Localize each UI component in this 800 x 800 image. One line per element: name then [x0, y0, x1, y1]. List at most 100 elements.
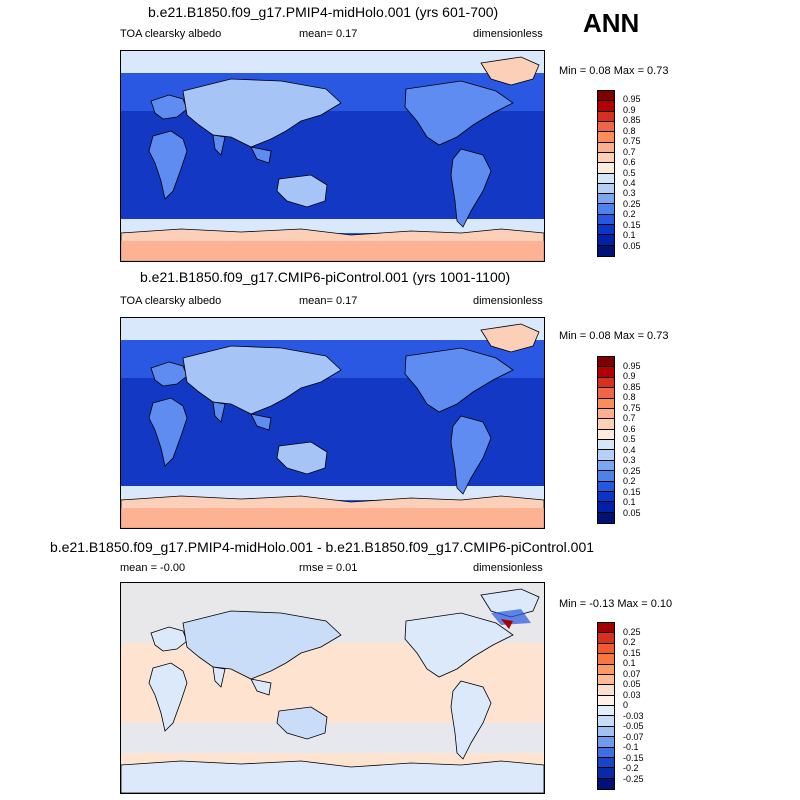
- colorbar-tick-label: 0.3: [623, 455, 636, 465]
- colorbar-swatch: [598, 142, 614, 153]
- colorbar-swatch: [598, 674, 614, 686]
- colorbar-tick-label: 0.6: [623, 157, 636, 168]
- colorbar-tick-label: 0.5: [623, 167, 636, 178]
- colorbar-swatch: [598, 214, 614, 226]
- colorbar-tick-label: 0.2: [623, 637, 636, 647]
- colorbar-tick-label: -0.15: [623, 752, 644, 763]
- antarctic-high-albedo: [121, 241, 544, 261]
- map-plot: [121, 51, 544, 261]
- colorbar-swatch: [598, 502, 614, 513]
- colorbar-swatch: [598, 706, 614, 717]
- colorbar-tick-label: 0.75: [623, 136, 641, 147]
- colorbar-swatch: [598, 152, 614, 164]
- mean-label: mean= 0.17: [299, 295, 358, 307]
- colorbar: [597, 356, 615, 524]
- colorbar-tick-label: 0.25: [623, 198, 641, 209]
- difference-band-south: [121, 695, 544, 715]
- greenland-anomaly: [491, 609, 531, 625]
- asia-landmass: [182, 610, 342, 680]
- colorbar-tick-label: 0.85: [623, 115, 641, 126]
- greenland-landmass: [480, 323, 540, 353]
- panel-title: b.e21.B1850.f09_g17.PMIP4-midHolo.001 - …: [50, 539, 595, 555]
- colorbar-tick-label: 0.95: [623, 94, 641, 105]
- colorbar-swatch: [598, 173, 614, 184]
- colorbar-swatch: [598, 194, 614, 205]
- panel-title: b.e21.B1850.f09_g17.PMIP4-midHolo.001 (y…: [148, 4, 499, 20]
- india-landmass: [212, 134, 226, 156]
- map-plot: [121, 583, 544, 793]
- colorbar-tick-label: 0.15: [623, 486, 641, 497]
- variable-label: TOA clearsky albedo: [120, 28, 222, 40]
- namerica-landmass: [404, 80, 514, 146]
- colorbar-tick-label: -0.25: [623, 773, 644, 784]
- colorbar-swatch: [598, 471, 614, 482]
- southern-sea-ice: [121, 219, 544, 233]
- panel-title: b.e21.B1850.f09_g17.CMIP6-piControl.001 …: [140, 269, 511, 285]
- colorbar-swatch: [598, 737, 614, 748]
- seasia-landmass: [250, 413, 272, 431]
- colorbar-swatch: [598, 512, 614, 523]
- colorbar-swatch: [598, 398, 614, 409]
- colorbar-tick-label: 0.7: [623, 413, 636, 423]
- colorbar-swatch: [598, 163, 614, 174]
- southern-sea-ice: [121, 486, 544, 500]
- colorbar-tick-label: 0.9: [623, 104, 636, 115]
- colorbar-swatch: [598, 245, 614, 256]
- colorbar-tick-label: -0.03: [623, 710, 644, 721]
- colorbar-swatch: [598, 204, 614, 215]
- australia-landmass: [276, 441, 328, 475]
- mean-label: mean = -0.00: [120, 562, 186, 574]
- antarctica-landmass: [121, 760, 544, 793]
- colorbar-swatch: [598, 633, 614, 644]
- seasia-landmass: [250, 678, 272, 696]
- colorbar-swatch: [598, 460, 614, 472]
- colorbar-swatch: [598, 101, 614, 112]
- colorbar-swatch: [598, 623, 614, 634]
- difference-band-north: [121, 651, 544, 665]
- colorbar-tick-label: 0.15: [623, 219, 641, 230]
- minmax-label: Min = 0.08 Max = 0.73: [559, 65, 669, 77]
- colorbar-swatch: [598, 747, 614, 758]
- colorbar-tick-label: 0.4: [623, 177, 636, 188]
- colorbar-tick-label: 0.25: [623, 465, 641, 476]
- colorbar-tick-label: 0.05: [623, 507, 641, 518]
- colorbar-swatch: [598, 695, 614, 706]
- colorbar-tick-label: 0.05: [623, 240, 641, 251]
- colorbar-tick-label: 0.6: [623, 423, 636, 434]
- colorbar-tick-label: 0.4: [623, 444, 636, 455]
- positive-anomaly-spot: [501, 619, 513, 629]
- colorbar-tick-label: 0: [623, 700, 629, 710]
- colorbar-swatch: [598, 450, 614, 461]
- colorbar-tick-label: 0.03: [623, 689, 641, 700]
- albedo-map: [120, 317, 545, 529]
- australia-landmass: [276, 706, 328, 740]
- colorbar-swatch: [598, 716, 614, 727]
- namerica-landmass: [404, 612, 514, 678]
- minmax-label: Min = -0.13 Max = 0.10: [559, 598, 673, 610]
- colorbar-tick-label: 0.5: [623, 434, 636, 444]
- samerica-landmass: [450, 415, 492, 495]
- colorbar-tick-label: 0.7: [623, 146, 636, 157]
- colorbar-tick-label: 0.1: [623, 497, 636, 507]
- minmax-label: Min = 0.08 Max = 0.73: [559, 330, 669, 342]
- colorbar-swatch: [598, 757, 614, 769]
- colorbar-swatch: [598, 183, 614, 195]
- europe-landmass: [150, 626, 188, 652]
- arctic-sea-ice: [121, 318, 544, 340]
- colorbar-tick-label: 0.9: [623, 371, 636, 381]
- samerica-landmass: [450, 680, 492, 760]
- season-label: ANN: [583, 8, 640, 38]
- africa-landmass: [148, 397, 188, 467]
- australia-landmass: [276, 174, 328, 208]
- namerica-landmass: [404, 347, 514, 413]
- europe-landmass: [150, 361, 188, 387]
- colorbar-swatch: [598, 388, 614, 399]
- colorbar-swatch: [598, 225, 614, 236]
- colorbar-tick-label: -0.1: [623, 742, 639, 752]
- colorbar-tick-label: 0.8: [623, 392, 636, 402]
- colorbar-tick-label: 0.8: [623, 125, 636, 136]
- units-label: dimensionless: [473, 562, 543, 574]
- india-landmass: [212, 401, 226, 423]
- colorbar-swatch: [598, 377, 614, 389]
- colorbar-tick-label: -0.07: [623, 731, 644, 742]
